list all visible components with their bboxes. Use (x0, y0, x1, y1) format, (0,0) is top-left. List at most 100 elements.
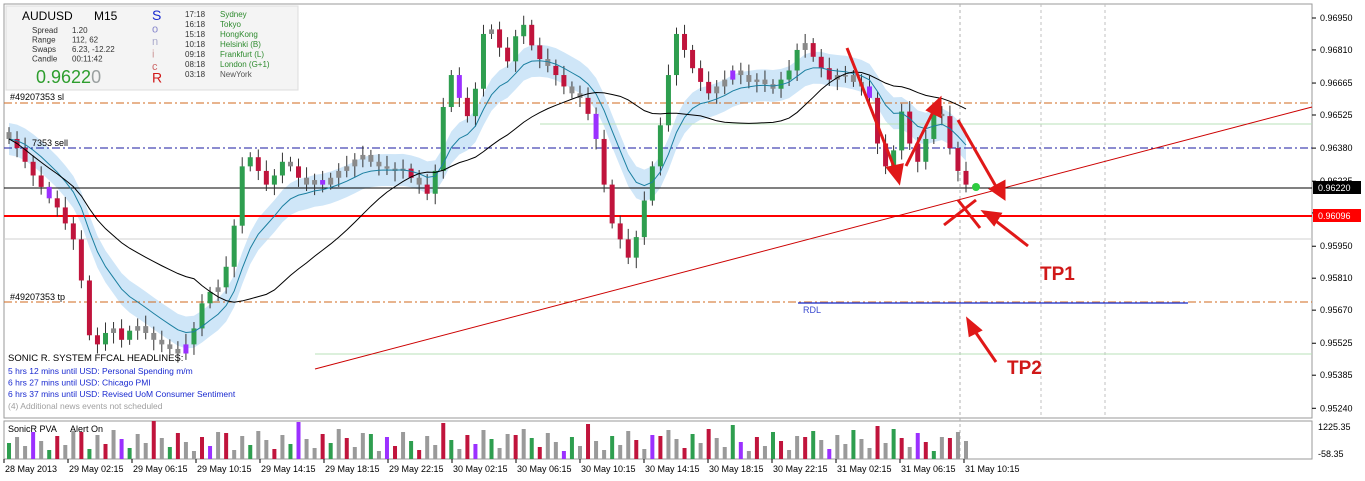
volume-bar (449, 440, 454, 459)
candle (223, 256, 229, 294)
candle (641, 191, 647, 245)
arrow-up-1 (904, 107, 937, 167)
arrowhead (966, 316, 983, 338)
candle (54, 190, 60, 217)
volume-bar (280, 435, 285, 459)
candle-body (850, 75, 856, 82)
candle (923, 129, 929, 170)
candle (296, 158, 302, 187)
candle-body (312, 180, 318, 185)
volume-bar (224, 433, 229, 459)
candle-body (826, 68, 832, 80)
volume-bar (272, 449, 277, 459)
candle (448, 70, 454, 113)
x-tick-label: 30 May 06:15 (517, 464, 572, 474)
volume-bar (867, 448, 872, 459)
x-tick-label: 30 May 10:15 (581, 464, 636, 474)
volume-bar (811, 431, 816, 459)
candle-body (296, 166, 302, 178)
candle (287, 156, 293, 172)
volume-bar (167, 447, 172, 459)
session-clocks: 17:18 Sydney 16:18 Tokyo 15:18 HongKong 10:18 H… (185, 10, 270, 79)
candle-body (505, 47, 511, 62)
volume-bar (626, 431, 631, 459)
stat-label: Range (32, 36, 56, 45)
volume-bar (698, 443, 703, 459)
candle-body (440, 107, 446, 171)
volume-bar (706, 429, 711, 459)
candle-body (135, 326, 141, 331)
volume-bar (803, 437, 808, 459)
candle (810, 38, 816, 62)
stat-value: 00:11:42 (72, 55, 103, 64)
candle (794, 43, 800, 81)
x-tick-label: 29 May 02:15 (69, 464, 124, 474)
volume-bar (47, 450, 52, 459)
candle-body (328, 177, 334, 185)
volume-bar (529, 438, 534, 459)
candle (360, 145, 366, 168)
x-tick-label: 28 May 2013 (5, 464, 57, 474)
volume-bar (352, 447, 357, 459)
candle (271, 169, 277, 196)
candle (480, 24, 486, 97)
candle (384, 155, 390, 176)
headlines-note: (4) Additional news events not scheduled (8, 401, 163, 411)
volume-bar (891, 429, 896, 459)
support-price-tag (1313, 209, 1361, 222)
volume-bar (288, 444, 293, 459)
candle-body (456, 75, 462, 98)
volume-bar (441, 423, 446, 459)
volume-bar (320, 434, 325, 459)
volume-bar (594, 441, 599, 459)
x-tick-label: 29 May 22:15 (389, 464, 444, 474)
candle-body (111, 328, 117, 333)
candle-body (287, 161, 293, 167)
candle (328, 172, 334, 190)
volume-bar (344, 438, 349, 459)
candle-body (585, 97, 591, 114)
candle (199, 294, 205, 337)
candle-body (907, 111, 913, 144)
candle-body (665, 75, 671, 126)
candle (456, 67, 462, 108)
candle-body (690, 49, 696, 69)
price-last-digit: 0 (91, 67, 101, 87)
candle (78, 230, 84, 289)
volume-bar (642, 449, 647, 459)
candle-body (159, 339, 165, 345)
candle (955, 141, 961, 182)
sonic-letter: i (152, 49, 154, 61)
candle (505, 37, 511, 68)
candle-body (955, 148, 961, 171)
candle-body (947, 116, 953, 149)
candle (231, 219, 237, 278)
sonic-letter: S (152, 7, 161, 23)
current-price-dot (972, 183, 980, 191)
arrowhead (885, 163, 904, 186)
candle (907, 101, 913, 150)
arrow-down-2 (956, 119, 1000, 191)
candle-body (537, 45, 543, 60)
candle-body (344, 166, 350, 171)
candle (489, 24, 495, 39)
y-tick-label: 0.96380 (1320, 143, 1353, 153)
candle-body (103, 332, 109, 345)
candle-body (866, 86, 872, 98)
candle-body (754, 79, 760, 82)
candle-body (714, 86, 720, 94)
session-name: Tokyo (220, 20, 241, 29)
candle-body (842, 75, 848, 77)
candle (94, 327, 100, 354)
candle (191, 322, 197, 355)
candle (368, 149, 374, 167)
sonic-letter: o (152, 24, 158, 36)
candle-body (183, 344, 189, 354)
candle (746, 64, 752, 89)
candle-body (891, 150, 897, 167)
candle (762, 70, 768, 92)
pva-axis-top: 1225.35 (1318, 422, 1351, 432)
y-tick-label: 0.96665 (1320, 78, 1353, 88)
volume-bar (159, 438, 164, 459)
candle (320, 170, 326, 193)
